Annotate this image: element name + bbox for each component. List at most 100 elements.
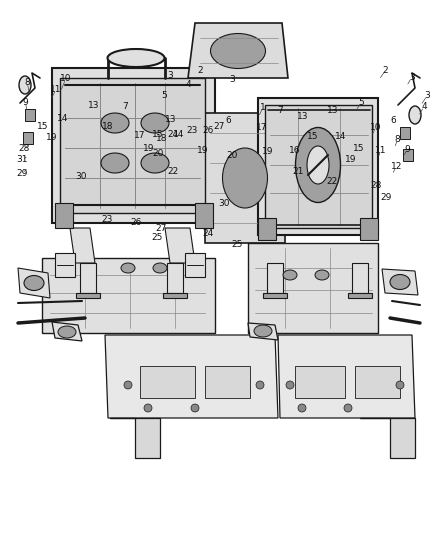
Text: 23: 23 [186, 126, 198, 135]
Text: 3: 3 [424, 92, 430, 100]
Ellipse shape [19, 76, 31, 94]
Text: 19: 19 [197, 146, 208, 155]
Text: 15: 15 [307, 133, 319, 141]
Text: 28: 28 [370, 181, 381, 190]
Text: 25: 25 [232, 240, 243, 248]
Ellipse shape [58, 326, 76, 338]
Ellipse shape [101, 153, 129, 173]
Text: 28: 28 [18, 144, 30, 152]
Polygon shape [360, 418, 415, 458]
Polygon shape [258, 98, 378, 235]
Polygon shape [60, 78, 205, 213]
Text: 17: 17 [256, 124, 268, 132]
Polygon shape [382, 269, 418, 295]
Circle shape [396, 381, 404, 389]
Bar [25, 109, 35, 121]
Ellipse shape [390, 274, 410, 289]
Text: 13: 13 [327, 106, 339, 115]
Circle shape [298, 404, 306, 412]
Text: 11: 11 [375, 146, 387, 155]
Bar [258, 218, 276, 240]
Text: 21: 21 [292, 167, 304, 176]
Text: 15: 15 [353, 144, 364, 152]
Text: 13: 13 [165, 116, 177, 124]
Text: 16: 16 [289, 146, 300, 155]
Text: 4: 4 [186, 80, 191, 88]
Text: 30: 30 [75, 173, 87, 181]
Bar [295, 366, 345, 398]
Text: 3: 3 [229, 76, 235, 84]
Polygon shape [248, 323, 278, 340]
Text: 14: 14 [57, 114, 68, 123]
Polygon shape [105, 335, 278, 418]
Text: 4: 4 [421, 102, 427, 111]
Bar [403, 149, 413, 161]
Polygon shape [163, 293, 187, 298]
Polygon shape [165, 228, 195, 263]
Bar [55, 253, 75, 277]
Text: 9: 9 [404, 145, 410, 154]
Text: 18: 18 [156, 134, 168, 143]
Text: 7: 7 [122, 102, 128, 111]
Polygon shape [70, 228, 95, 263]
Bar [360, 218, 378, 240]
Ellipse shape [283, 270, 297, 280]
Text: 2: 2 [198, 66, 203, 75]
Polygon shape [80, 263, 96, 293]
Circle shape [144, 404, 152, 412]
Text: 3: 3 [167, 71, 173, 80]
Polygon shape [110, 418, 160, 458]
Polygon shape [352, 263, 368, 293]
Text: 20: 20 [226, 151, 238, 160]
Ellipse shape [107, 49, 165, 67]
Ellipse shape [296, 127, 340, 203]
Text: 14: 14 [173, 130, 184, 139]
Ellipse shape [24, 276, 44, 290]
Text: 1: 1 [260, 103, 266, 112]
Circle shape [344, 404, 352, 412]
Text: 11: 11 [50, 85, 62, 94]
Text: 8: 8 [24, 78, 30, 87]
Text: 6: 6 [390, 117, 396, 125]
Text: 22: 22 [326, 177, 338, 185]
Ellipse shape [223, 148, 268, 208]
Text: 15: 15 [152, 130, 163, 139]
Ellipse shape [141, 113, 169, 133]
Text: 26: 26 [130, 219, 141, 227]
Polygon shape [18, 268, 50, 298]
Polygon shape [167, 263, 183, 293]
Text: 27: 27 [155, 224, 167, 232]
Text: 18: 18 [102, 123, 113, 131]
Polygon shape [52, 68, 215, 223]
Text: 25: 25 [151, 233, 162, 241]
Text: 31: 31 [16, 156, 28, 164]
Polygon shape [263, 293, 287, 298]
Text: 7: 7 [277, 107, 283, 115]
Text: 24: 24 [167, 130, 179, 139]
Text: 13: 13 [297, 112, 309, 120]
Text: 19: 19 [46, 133, 57, 142]
Ellipse shape [121, 263, 135, 273]
Text: 10: 10 [370, 124, 381, 132]
Text: 17: 17 [134, 132, 146, 140]
Circle shape [286, 381, 294, 389]
Text: 8: 8 [395, 135, 401, 144]
Text: 12: 12 [391, 162, 402, 171]
Ellipse shape [101, 113, 129, 133]
Text: 29: 29 [381, 193, 392, 201]
Bar [355, 366, 400, 398]
Bar [185, 253, 205, 277]
Text: 30: 30 [219, 199, 230, 208]
Ellipse shape [307, 146, 329, 184]
Text: 15: 15 [37, 123, 49, 131]
Polygon shape [205, 113, 285, 243]
Bar [140, 366, 195, 398]
Text: 14: 14 [335, 133, 346, 141]
Text: 13: 13 [88, 101, 99, 109]
Text: 2: 2 [383, 66, 388, 75]
Text: 24: 24 [202, 229, 214, 238]
Text: 10: 10 [60, 75, 71, 83]
Bar [55, 203, 73, 228]
Polygon shape [265, 105, 372, 228]
Text: 19: 19 [143, 144, 155, 152]
